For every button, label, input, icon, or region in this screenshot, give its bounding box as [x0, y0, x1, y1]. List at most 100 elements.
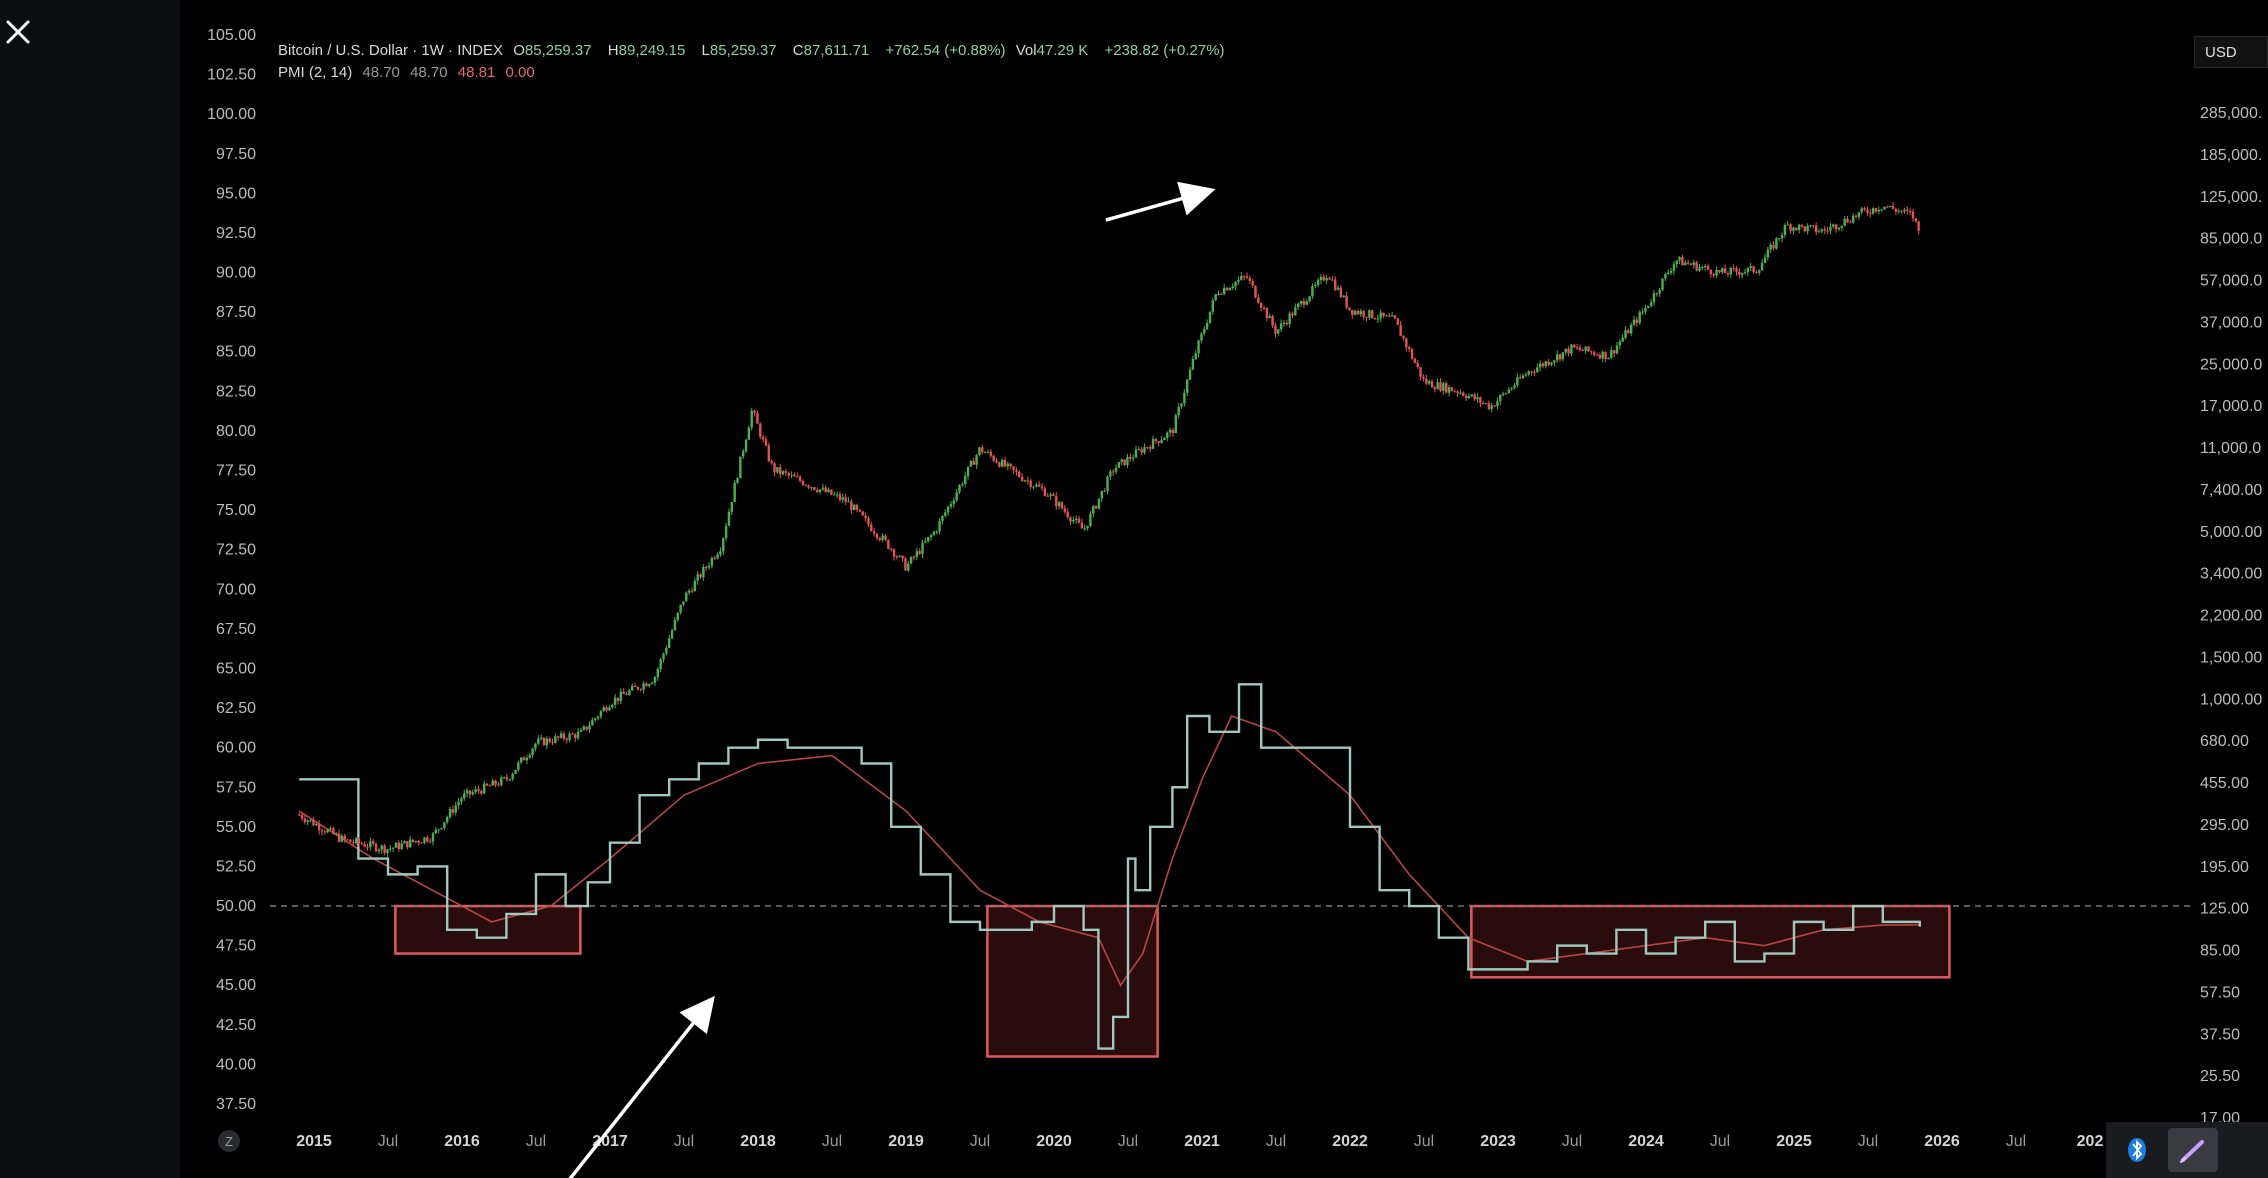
candle-body — [1746, 267, 1750, 272]
candle-body — [1157, 441, 1160, 443]
candle-body — [1223, 287, 1226, 295]
candle-body — [1231, 286, 1234, 288]
legend-low-value: 85,259.37 — [709, 42, 777, 59]
candle-body — [867, 518, 870, 525]
legend-indicator-v3: 48.81 — [457, 64, 496, 81]
candle-body — [1593, 352, 1596, 355]
candle-body — [1903, 209, 1906, 212]
candle-body — [394, 842, 398, 848]
candle-body — [1758, 270, 1761, 273]
candle-body — [670, 630, 674, 639]
candle-body — [1396, 318, 1400, 325]
time-axis-tick: Jul — [526, 1133, 546, 1150]
candle-body — [619, 691, 623, 701]
candle-body — [468, 790, 472, 795]
candle-body — [1388, 315, 1391, 317]
candle-body — [898, 555, 901, 557]
candle-body — [428, 841, 432, 843]
candle-body — [1817, 231, 1821, 233]
candle-body — [1308, 296, 1311, 302]
candle-body — [1171, 429, 1175, 434]
candle-body — [1265, 307, 1269, 319]
candle-body — [505, 777, 509, 780]
axis-mode-z-button[interactable] — [218, 1130, 240, 1152]
right-axis-tick: 125.00 — [2200, 901, 2249, 918]
bluetooth-icon[interactable] — [2112, 1128, 2162, 1172]
candle-body — [1661, 278, 1664, 290]
candle-body — [1877, 209, 1881, 212]
candle-body — [1194, 353, 1197, 359]
candle-body — [841, 497, 845, 500]
candle-body — [1294, 307, 1297, 316]
candle-body — [1843, 218, 1846, 226]
candle-body — [790, 474, 793, 476]
candle-body — [1393, 315, 1397, 319]
candle-body — [1792, 227, 1795, 231]
time-axis-tick: 2025 — [1776, 1133, 1812, 1150]
candle-body — [611, 704, 614, 708]
candle-body — [417, 841, 420, 843]
candle-body — [1832, 224, 1835, 227]
legend-vol-change: +238.82 (+0.27%) — [1104, 42, 1225, 59]
candle-body — [434, 829, 438, 834]
candle-body — [742, 451, 745, 457]
candle-body — [1658, 289, 1661, 294]
candle-body — [1166, 432, 1169, 438]
right-axis-tick: 295.00 — [2200, 817, 2249, 834]
candle-body — [1103, 490, 1106, 492]
candle-body — [995, 460, 998, 463]
candle-body — [1046, 495, 1049, 497]
candle-body — [1023, 480, 1027, 482]
candle-body — [1086, 526, 1089, 529]
time-axis-tick: Jul — [1562, 1133, 1582, 1150]
legend-open-value: 85,259.37 — [524, 42, 592, 59]
close-icon[interactable] — [0, 14, 36, 50]
candle-body — [1496, 400, 1499, 407]
candle-body — [1214, 294, 1217, 301]
candle-body — [1240, 276, 1243, 280]
candle-body — [1123, 459, 1126, 466]
candle-body — [1712, 274, 1715, 276]
candle-body — [1521, 375, 1525, 379]
candle-body — [1698, 267, 1701, 271]
candle-body — [1168, 429, 1172, 433]
candle-body — [884, 535, 887, 540]
candle-body — [1669, 270, 1673, 273]
candle-body — [978, 447, 981, 456]
time-axis-tick: 202 — [2077, 1133, 2104, 1150]
candle-body — [1504, 393, 1508, 395]
candle-body — [1863, 208, 1866, 210]
candle-body — [1652, 293, 1656, 303]
candle-body — [300, 814, 304, 819]
legend-row-price: Bitcoin / U.S. Dollar · 1W · INDEX O85,2… — [278, 40, 1231, 62]
signal-series — [298, 714, 1920, 987]
candle-body — [352, 842, 355, 844]
chart-area[interactable] — [180, 0, 2268, 1178]
left-price-axis: 105.00 102.50 100.00 97.50 95.00 92.50 90.00 87… — [207, 27, 256, 1113]
candle-body — [929, 535, 933, 538]
pen-icon[interactable] — [2168, 1128, 2218, 1172]
candle-body — [676, 612, 679, 620]
candle-body — [1641, 311, 1644, 313]
candle-body — [1077, 518, 1081, 523]
candle-body — [736, 478, 739, 483]
candle-body — [502, 777, 506, 779]
candle-body — [1208, 311, 1212, 324]
candle-body — [1356, 310, 1360, 315]
candle-body — [1718, 269, 1721, 273]
candle-body — [1649, 302, 1653, 306]
candle-body — [907, 563, 910, 571]
candle-body — [1348, 307, 1351, 310]
candle-body — [1823, 229, 1826, 231]
candle-body — [1655, 293, 1659, 295]
left-axis-tick: 82.50 — [216, 383, 256, 400]
candle-body — [653, 677, 657, 683]
candle-body — [1812, 225, 1815, 227]
candle-body — [833, 494, 836, 496]
candle-body — [844, 497, 847, 502]
currency-button[interactable]: USD — [2194, 36, 2268, 68]
candle-body — [1092, 506, 1095, 514]
candle-body — [1291, 313, 1294, 316]
candle-body — [1536, 367, 1539, 373]
candle-body — [1772, 244, 1775, 249]
